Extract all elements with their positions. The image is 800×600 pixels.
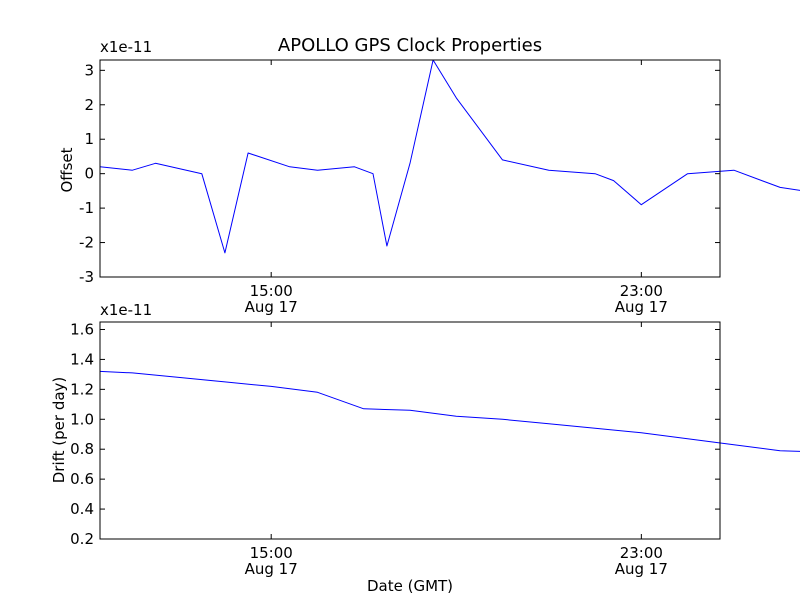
y-tick-label: 0 [84,165,94,183]
offset-plot-frame [99,59,721,278]
y-tick-label: 1.2 [70,380,94,398]
drift-plot-frame [99,321,721,540]
x-tick-date-label: Aug 17 [615,560,668,578]
y-tick-label: 1.6 [70,320,94,338]
x-tick-time-label: 15:00 [250,282,293,300]
y-tick-label: 1.0 [70,410,94,428]
series-line [99,370,800,452]
y-tick-label: -3 [79,268,94,286]
drift-series [99,370,800,452]
y-tick-label: 0.8 [70,440,94,458]
y-tick-label: 1.4 [70,350,94,368]
y-tick-label: -1 [79,199,94,217]
y-tick-label: 0.2 [70,530,94,548]
x-tick-time-label: 15:00 [250,544,293,562]
y-tick-label: 0.4 [70,500,94,518]
offset-y-ticks: -3 -2 -1 0 1 2 3 [79,61,720,286]
x-tick-date-label: Aug 17 [245,298,298,316]
x-tick-date-label: Aug 17 [245,560,298,578]
x-tick-date-label: Aug 17 [615,298,668,316]
x-tick-time-label: 23:00 [620,544,663,562]
chart-title: APOLLO GPS Clock Properties [278,35,542,56]
offset-y-axis-label: Offset [58,147,76,192]
drift-x-axis-label: Date (GMT) [367,577,453,595]
drift-y-axis-label: Drift (per day) [50,377,68,484]
y-tick-label: -2 [79,234,94,252]
y-tick-label: 0.6 [70,470,94,488]
y-tick-label: 3 [84,61,94,79]
drift-scale-label: x1e-11 [100,301,152,319]
series-line [99,59,800,254]
drift-panel: x1e-11 Drift (per day) 0.2 0.4 0.6 0.8 1.0 1.… [50,301,800,595]
y-tick-label: 1 [84,130,94,148]
drift-y-ticks: 0.2 0.4 0.6 0.8 1.0 1.2 1.4 1.6 [70,320,720,548]
offset-scale-label: x1e-11 [100,38,152,56]
y-tick-label: 2 [84,96,94,114]
offset-series [99,59,800,254]
x-tick-time-label: 23:00 [620,282,663,300]
